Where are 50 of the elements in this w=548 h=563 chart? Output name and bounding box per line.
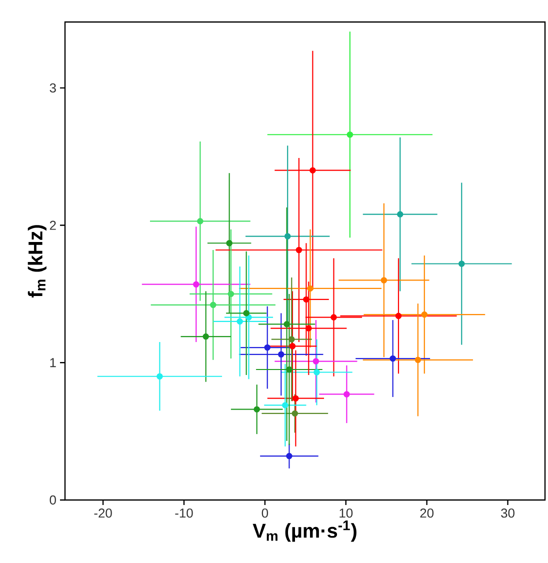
point <box>254 406 260 412</box>
y-tick-label: 2 <box>50 220 56 230</box>
point <box>380 277 388 284</box>
point <box>346 131 354 138</box>
point <box>284 321 290 328</box>
y-axis-title: f$_{m}$ (kHz) <box>28 225 46 298</box>
point <box>264 344 271 351</box>
x-tick-label: 10 <box>340 508 353 518</box>
point <box>156 373 163 380</box>
point <box>396 211 404 218</box>
point <box>303 296 310 303</box>
point <box>289 343 296 350</box>
point <box>278 351 284 358</box>
y-tick-label: 1 <box>50 358 56 368</box>
point <box>292 395 299 402</box>
x-tick-label: 0 <box>262 508 268 518</box>
point <box>330 314 337 320</box>
point <box>282 402 288 408</box>
point <box>414 356 422 364</box>
point <box>192 281 200 288</box>
point <box>307 285 314 292</box>
point <box>197 218 204 224</box>
x-tick-label: 20 <box>420 508 434 518</box>
x-tick-label: 30 <box>501 508 514 518</box>
point <box>458 260 465 267</box>
point <box>421 311 428 318</box>
point <box>306 325 312 332</box>
x-tick-label: -10 <box>175 508 193 518</box>
point <box>202 333 209 340</box>
point <box>310 167 316 174</box>
point <box>292 410 298 417</box>
point <box>243 310 250 316</box>
point <box>314 369 320 376</box>
x-axis-title: V$_{m}$ (µm·s$^{-1}$) <box>252 520 356 542</box>
point <box>228 290 234 298</box>
point <box>296 246 302 254</box>
point <box>288 336 295 342</box>
point <box>286 452 292 460</box>
point <box>284 233 291 240</box>
x-tick-label: -20 <box>94 508 112 518</box>
point <box>236 318 243 325</box>
point <box>286 366 292 373</box>
point <box>395 312 402 320</box>
point <box>312 358 320 364</box>
y-tick-label: 3 <box>50 83 56 93</box>
point <box>390 355 396 362</box>
point <box>210 302 216 308</box>
point <box>344 391 350 398</box>
point <box>226 240 232 246</box>
y-tick-label: 0 <box>50 495 56 505</box>
